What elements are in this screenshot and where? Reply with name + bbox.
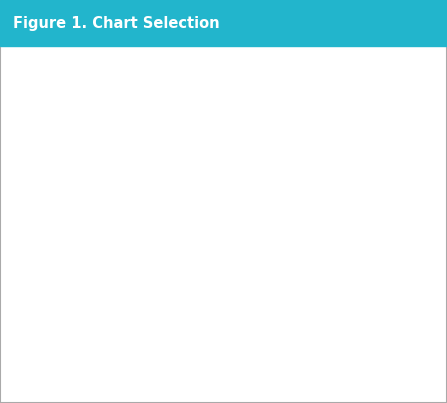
Text: Included in Validation N = 258: Included in Validation N = 258 bbox=[36, 274, 206, 284]
FancyBboxPatch shape bbox=[19, 261, 223, 297]
Text: N = 101 Without Strep
PCR Results: N = 101 Without Strep PCR Results bbox=[272, 141, 398, 164]
Text: N = 24 Culture Resulted as
Non-GAS: N = 24 Culture Resulted as Non-GAS bbox=[260, 224, 411, 248]
FancyBboxPatch shape bbox=[19, 99, 223, 135]
Text: Charts were excluded for lacking finalized culture results. Additionally,
cultur: Charts were excluded for lacking finaliz… bbox=[18, 324, 371, 364]
Text: Total Throat Cultures N = 383: Total Throat Cultures N = 383 bbox=[38, 112, 203, 122]
FancyBboxPatch shape bbox=[247, 131, 424, 174]
FancyBboxPatch shape bbox=[247, 215, 424, 258]
Text: Charts With Both PCR and
Culture Results N = 282: Charts With Both PCR and Culture Results… bbox=[48, 180, 193, 204]
FancyBboxPatch shape bbox=[19, 168, 223, 215]
Text: Figure 1. Chart Selection: Figure 1. Chart Selection bbox=[13, 16, 220, 31]
